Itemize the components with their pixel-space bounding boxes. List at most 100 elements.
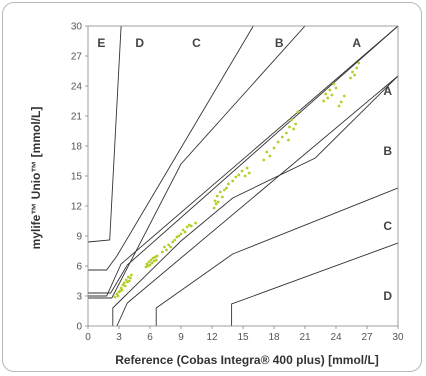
data-point xyxy=(296,110,300,114)
y-tick-label: 3 xyxy=(76,292,82,303)
plot-border xyxy=(87,25,399,327)
data-point xyxy=(163,245,166,249)
data-point xyxy=(265,150,269,154)
data-point xyxy=(225,186,228,190)
data-point xyxy=(123,284,127,288)
data-point xyxy=(287,138,290,142)
data-point xyxy=(177,234,181,238)
data-point xyxy=(290,118,293,122)
data-point xyxy=(326,96,330,100)
data-point xyxy=(276,140,280,144)
data-point xyxy=(155,254,159,258)
data-point xyxy=(154,258,158,262)
x-tick-label: 24 xyxy=(330,332,342,343)
data-point xyxy=(330,93,334,97)
data-point xyxy=(218,190,222,194)
data-point xyxy=(214,202,218,206)
data-point xyxy=(227,182,230,186)
zone-label: D xyxy=(383,289,392,303)
y-tick-label: 18 xyxy=(71,142,83,153)
x-tick-label: 27 xyxy=(361,332,373,343)
data-point xyxy=(151,256,155,260)
data-point xyxy=(355,66,359,70)
data-point xyxy=(324,92,328,96)
x-tick-label: 9 xyxy=(178,332,184,343)
y-tick-label: 9 xyxy=(76,232,82,243)
y-tick-label: 21 xyxy=(71,112,83,123)
data-point xyxy=(234,175,238,179)
data-point xyxy=(353,73,356,77)
y-axis-title: mylife™ Unio™ [mmol/L] xyxy=(29,107,43,250)
data-point xyxy=(120,288,124,292)
data-point xyxy=(216,200,220,204)
zone-boundary-line xyxy=(231,242,398,326)
x-tick-label: 30 xyxy=(392,332,404,343)
data-point xyxy=(165,248,168,252)
y-tick-label: 12 xyxy=(71,202,83,213)
data-point xyxy=(240,169,244,173)
zone-label: D xyxy=(135,36,144,50)
data-point xyxy=(118,289,122,293)
data-point xyxy=(179,232,183,236)
data-point xyxy=(167,243,171,247)
data-point xyxy=(337,104,341,108)
data-point xyxy=(146,264,150,268)
x-tick-label: 6 xyxy=(147,332,153,343)
y-tick-label: 30 xyxy=(71,22,83,33)
data-point xyxy=(185,225,189,229)
data-point xyxy=(215,194,219,198)
data-point xyxy=(149,258,153,262)
data-point xyxy=(272,146,276,150)
data-point xyxy=(243,174,247,178)
data-point xyxy=(351,70,354,74)
x-tick-label: 3 xyxy=(116,332,122,343)
x-tick-label: 0 xyxy=(85,332,91,343)
zone-boundary-line xyxy=(88,26,398,297)
data-point xyxy=(213,199,217,203)
data-point xyxy=(183,230,187,234)
data-point xyxy=(129,276,132,280)
data-points xyxy=(113,61,361,299)
data-point xyxy=(247,171,251,175)
data-point xyxy=(288,125,291,129)
y-tick-labels: 0 3 6 9 12 15 18 21 24 27 30 xyxy=(71,22,88,333)
y-tick-label: 24 xyxy=(71,82,83,93)
x-tick-label: 12 xyxy=(206,332,218,343)
data-point xyxy=(237,173,241,177)
y-tick-label: 6 xyxy=(76,262,82,273)
zone-labels: E D C B A A B C D xyxy=(97,36,392,303)
x-tick-label: 18 xyxy=(268,332,280,343)
axes xyxy=(87,25,399,327)
data-point xyxy=(280,135,284,139)
data-point xyxy=(294,122,298,126)
chart-frame xyxy=(2,2,422,372)
data-point xyxy=(113,295,117,299)
data-point xyxy=(161,250,164,254)
data-point xyxy=(150,261,154,265)
data-point xyxy=(152,259,156,263)
zone-boundary-line xyxy=(88,26,254,271)
data-point xyxy=(220,195,224,199)
data-point xyxy=(245,166,249,170)
zone-label: C xyxy=(192,36,201,50)
y-tick-label: 0 xyxy=(76,322,82,333)
data-point xyxy=(122,281,126,285)
data-point xyxy=(223,188,226,192)
zone-label: E xyxy=(97,36,105,50)
data-point xyxy=(169,245,173,249)
data-point xyxy=(127,279,131,283)
data-point xyxy=(285,131,288,135)
data-point xyxy=(194,221,197,225)
y-tick-label: 15 xyxy=(71,172,83,183)
zone-label: B xyxy=(383,144,392,158)
data-point xyxy=(262,158,266,162)
zone-label: A xyxy=(352,36,361,50)
data-point xyxy=(116,294,120,298)
y-tick-label: 27 xyxy=(71,52,83,63)
zone-boundary-line xyxy=(116,75,398,326)
data-point xyxy=(181,228,185,232)
data-point xyxy=(349,76,352,80)
zone-boundary-line xyxy=(155,187,398,326)
x-tick-label: 15 xyxy=(237,332,249,343)
data-point xyxy=(189,224,193,228)
